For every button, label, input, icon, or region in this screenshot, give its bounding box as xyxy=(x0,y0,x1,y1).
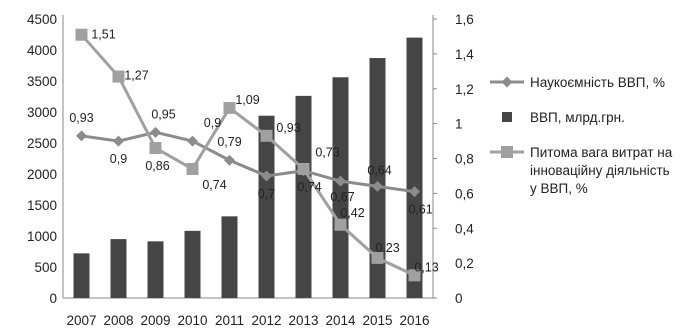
left-tick-label: 3500 xyxy=(27,74,57,89)
square-marker xyxy=(371,251,384,264)
square-marker xyxy=(408,269,421,282)
data-label: 0,93 xyxy=(276,121,300,135)
right-tick-label: 1,2 xyxy=(455,82,474,97)
bar xyxy=(332,77,349,298)
x-tick-label: 2007 xyxy=(66,313,96,328)
bar xyxy=(406,37,423,298)
legend-diamond-swatch xyxy=(501,76,513,88)
x-tick-label: 2016 xyxy=(399,313,429,328)
data-label: 0,67 xyxy=(330,190,354,204)
right-tick-label: 0,8 xyxy=(455,152,474,167)
x-tick-label: 2012 xyxy=(251,313,281,328)
left-tick-label: 2500 xyxy=(27,136,57,151)
diamond-marker xyxy=(261,170,272,182)
data-label: 1,09 xyxy=(235,93,259,107)
diamond-marker xyxy=(335,175,346,187)
data-label: 0,61 xyxy=(408,203,432,217)
data-label: 0,73 xyxy=(315,146,339,160)
x-tick-label: 2011 xyxy=(215,313,244,328)
data-label: 0,95 xyxy=(151,107,175,121)
line-series xyxy=(75,28,421,282)
x-tick-label: 2014 xyxy=(325,313,356,328)
legend: Наукоємність ВВП, % ВВП, млрд.грн. Питома … xyxy=(490,75,673,196)
data-labels: 0,93 0,9 0,95 0,9 0,79 0,7 0,73 0,67 0,64 0,61 1,5… xyxy=(69,28,438,275)
legend-label: Наукоємність ВВП, % xyxy=(530,75,665,90)
data-label: 0,93 xyxy=(69,111,93,125)
diamond-marker xyxy=(187,135,198,147)
legend-square-swatch xyxy=(501,146,513,158)
x-tick-label: 2015 xyxy=(362,313,392,328)
diamond-marker xyxy=(224,154,235,166)
bar xyxy=(110,239,127,298)
bar xyxy=(184,230,201,298)
data-label: 0,64 xyxy=(367,163,391,177)
right-tick-label: 0,6 xyxy=(455,186,474,201)
bar xyxy=(147,241,164,298)
right-tick-label: 0,4 xyxy=(455,221,474,236)
x-tick-label: 2013 xyxy=(288,313,318,328)
data-label: 1,51 xyxy=(91,28,115,42)
left-tick-label: 3000 xyxy=(27,105,57,120)
diamond-marker xyxy=(76,130,87,142)
right-tick-label: 0,2 xyxy=(455,256,474,271)
right-tick-label: 1 xyxy=(455,117,463,132)
data-label: 0,13 xyxy=(414,260,438,274)
x-tick-label: 2008 xyxy=(103,313,133,328)
data-label: 0,42 xyxy=(340,206,364,220)
legend-label: Питома вага витрат на xyxy=(530,145,673,160)
left-tick-label: 1500 xyxy=(27,198,57,213)
square-marker xyxy=(334,218,347,231)
legend-bar-swatch xyxy=(502,112,512,122)
series-line xyxy=(80,33,416,277)
left-tick-label: 2000 xyxy=(27,167,57,182)
data-label: 0,9 xyxy=(204,116,221,130)
diamond-marker xyxy=(150,126,161,138)
bar xyxy=(369,58,386,299)
data-label: 0,74 xyxy=(297,180,321,194)
square-marker xyxy=(149,142,162,155)
square-marker xyxy=(297,162,310,175)
data-label: 0,74 xyxy=(202,178,226,192)
legend-label: інноваційну діяльність xyxy=(530,163,670,178)
left-tick-label: 0 xyxy=(49,291,57,306)
left-axis: 0 500 1000 1500 2000 2500 3000 3500 4000 4500 xyxy=(27,12,64,306)
x-tick-label: 2010 xyxy=(177,313,207,328)
bar-series xyxy=(73,37,423,299)
square-marker xyxy=(75,28,88,41)
diamond-marker xyxy=(372,180,383,192)
diamond-marker xyxy=(113,135,124,147)
data-label: 0,86 xyxy=(145,159,169,173)
diamond-marker xyxy=(409,186,420,198)
legend-label: у ВВП, % xyxy=(530,181,588,196)
x-axis: 2007 2008 2009 2010 2011 2012 2013 2014 2015 2016 xyxy=(63,297,433,328)
square-marker xyxy=(112,70,125,83)
right-axis: 0 0,2 0,4 0,6 0,8 1 1,2 1,4 1,6 xyxy=(432,12,474,306)
data-label: 0,23 xyxy=(375,241,399,255)
square-marker xyxy=(186,162,199,175)
left-tick-label: 500 xyxy=(34,260,57,275)
data-label: 0,9 xyxy=(110,152,127,166)
data-label: 1,27 xyxy=(124,69,148,83)
right-tick-label: 1,6 xyxy=(455,12,474,27)
legend-label: ВВП, млрд.грн. xyxy=(530,110,625,125)
left-tick-label: 4000 xyxy=(27,43,57,58)
data-label: 0,79 xyxy=(217,135,241,149)
bar xyxy=(295,95,312,298)
data-label: 0,7 xyxy=(258,187,275,201)
left-tick-label: 1000 xyxy=(27,229,57,244)
bar xyxy=(221,216,238,298)
x-tick-label: 2009 xyxy=(140,313,170,328)
series-line xyxy=(81,130,415,194)
bar xyxy=(73,253,90,298)
right-tick-label: 1,4 xyxy=(455,47,474,62)
bar xyxy=(258,115,275,298)
square-marker xyxy=(223,101,236,114)
right-tick-label: 0 xyxy=(455,291,463,306)
square-marker xyxy=(260,129,273,142)
left-tick-label: 4500 xyxy=(27,12,57,27)
